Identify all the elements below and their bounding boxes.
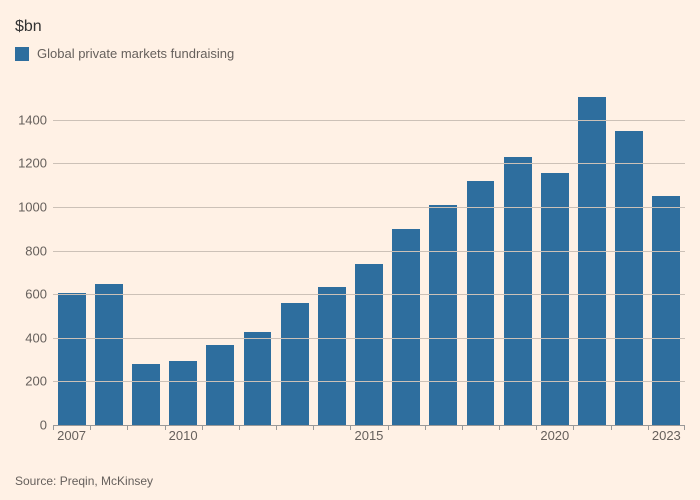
bar-slot: [462, 85, 499, 425]
bar-slot: [388, 85, 425, 425]
bar: [95, 284, 123, 425]
y-axis-label: 1400: [15, 112, 47, 127]
x-axis-label: 2010: [169, 428, 198, 443]
y-axis-label: 400: [15, 330, 47, 345]
bar: [355, 264, 383, 425]
bar-slot: 2023: [648, 85, 685, 425]
source-credit: Source: Preqin, McKinsey: [15, 474, 153, 488]
bar-slot: 2007: [53, 85, 90, 425]
bar-slot: [313, 85, 350, 425]
bar: [281, 303, 309, 425]
y-axis-label: 1000: [15, 200, 47, 215]
gridline: [53, 120, 685, 121]
bar-slot: [202, 85, 239, 425]
x-axis-label: 2023: [652, 428, 681, 443]
bar-slot: [276, 85, 313, 425]
bar: [504, 157, 532, 425]
legend-label: Global private markets fundraising: [37, 46, 234, 61]
bar: [578, 97, 606, 425]
bar-slot: 2015: [350, 85, 387, 425]
bar: [429, 205, 457, 425]
bar-slot: [573, 85, 610, 425]
chart-legend: Global private markets fundraising: [15, 46, 234, 61]
bar: [58, 293, 86, 425]
bar: [318, 287, 346, 425]
bar: [244, 332, 272, 425]
bar-slot: 2010: [165, 85, 202, 425]
x-axis-label: 2020: [540, 428, 569, 443]
bar: [132, 364, 160, 425]
x-axis-baseline: [53, 425, 685, 426]
y-axis-label: 0: [15, 418, 47, 433]
y-axis-label: 1200: [15, 156, 47, 171]
bar-slot: [499, 85, 536, 425]
plot-area: 2007 2010 2015 2020 2023 0 200 400 600 800 1000 12…: [15, 85, 685, 445]
bar-slot: [127, 85, 164, 425]
chart-subtitle: $bn: [15, 18, 42, 36]
x-axis-label: 2007: [57, 428, 86, 443]
bar-slot: [239, 85, 276, 425]
chart-container: $bn Global private markets fundraising 2…: [0, 0, 700, 500]
bar-slot: 2020: [536, 85, 573, 425]
gridline: [53, 338, 685, 339]
gridline: [53, 251, 685, 252]
bar: [541, 173, 569, 425]
y-axis-label: 600: [15, 287, 47, 302]
gridline: [53, 207, 685, 208]
gridline: [53, 294, 685, 295]
bars-container: 2007 2010 2015 2020 2023: [53, 85, 685, 425]
y-axis-label: 200: [15, 374, 47, 389]
bar-slot: [611, 85, 648, 425]
x-axis-label: 2015: [354, 428, 383, 443]
legend-swatch: [15, 47, 29, 61]
gridline: [53, 381, 685, 382]
bar: [169, 361, 197, 425]
bar: [467, 181, 495, 425]
y-axis-label: 800: [15, 243, 47, 258]
bar: [652, 196, 680, 425]
bar: [392, 229, 420, 425]
bar-slot: [90, 85, 127, 425]
bar: [206, 345, 234, 425]
bar-slot: [425, 85, 462, 425]
gridline: [53, 163, 685, 164]
